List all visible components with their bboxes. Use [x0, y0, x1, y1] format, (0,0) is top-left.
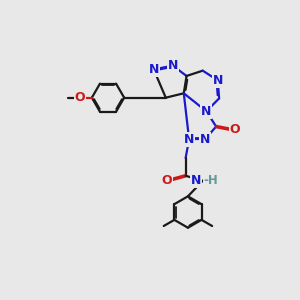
- Text: O: O: [229, 123, 240, 136]
- Text: N: N: [167, 59, 178, 72]
- Text: N: N: [200, 133, 210, 146]
- Text: N: N: [191, 174, 202, 187]
- Text: O: O: [74, 91, 85, 104]
- Text: -H: -H: [203, 174, 218, 187]
- Text: N: N: [148, 63, 159, 76]
- Text: N: N: [212, 74, 223, 87]
- Text: O: O: [161, 174, 172, 187]
- Text: N: N: [201, 105, 212, 118]
- Text: N: N: [184, 133, 194, 146]
